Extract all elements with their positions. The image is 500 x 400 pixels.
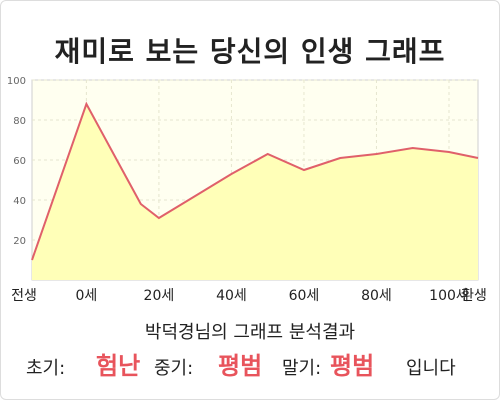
x-tick-label: 0세	[75, 288, 97, 304]
result-summary: 초기: 험난 중기: 평범 말기: 평범 입니다	[0, 346, 500, 382]
series-line	[31, 101, 479, 261]
y-axis-ticks: 20 40 60 80 100	[7, 76, 26, 247]
result-title: 박덕경님의 그래프 분석결과	[144, 322, 356, 343]
x-tick-label: 100세	[429, 288, 469, 304]
x-tick-label: 전생	[11, 288, 37, 304]
middle-value: 평범	[218, 352, 263, 380]
area-fill	[32, 104, 478, 280]
y-tick-label: 80	[13, 116, 26, 127]
result-suffix: 입니다	[406, 358, 456, 379]
x-tick-label: 환생	[461, 288, 487, 304]
y-tick-label: 20	[13, 236, 26, 247]
x-tick-label: 40세	[216, 288, 247, 304]
x-tick-label: 80세	[361, 288, 392, 304]
y-tick-label: 100	[7, 76, 26, 87]
y-tick-label: 60	[13, 156, 26, 167]
y-tick-label: 40	[13, 196, 26, 207]
middle-label: 중기:	[154, 358, 194, 379]
x-tick-label: 20세	[144, 288, 175, 304]
x-tick-label: 60세	[289, 288, 320, 304]
early-label: 초기:	[26, 358, 66, 379]
late-value: 평범	[330, 352, 375, 380]
late-label: 말기:	[282, 358, 322, 379]
chart-title: 재미로 보는 당신의 인생 그래프	[54, 35, 446, 68]
early-value: 험난	[96, 352, 141, 380]
